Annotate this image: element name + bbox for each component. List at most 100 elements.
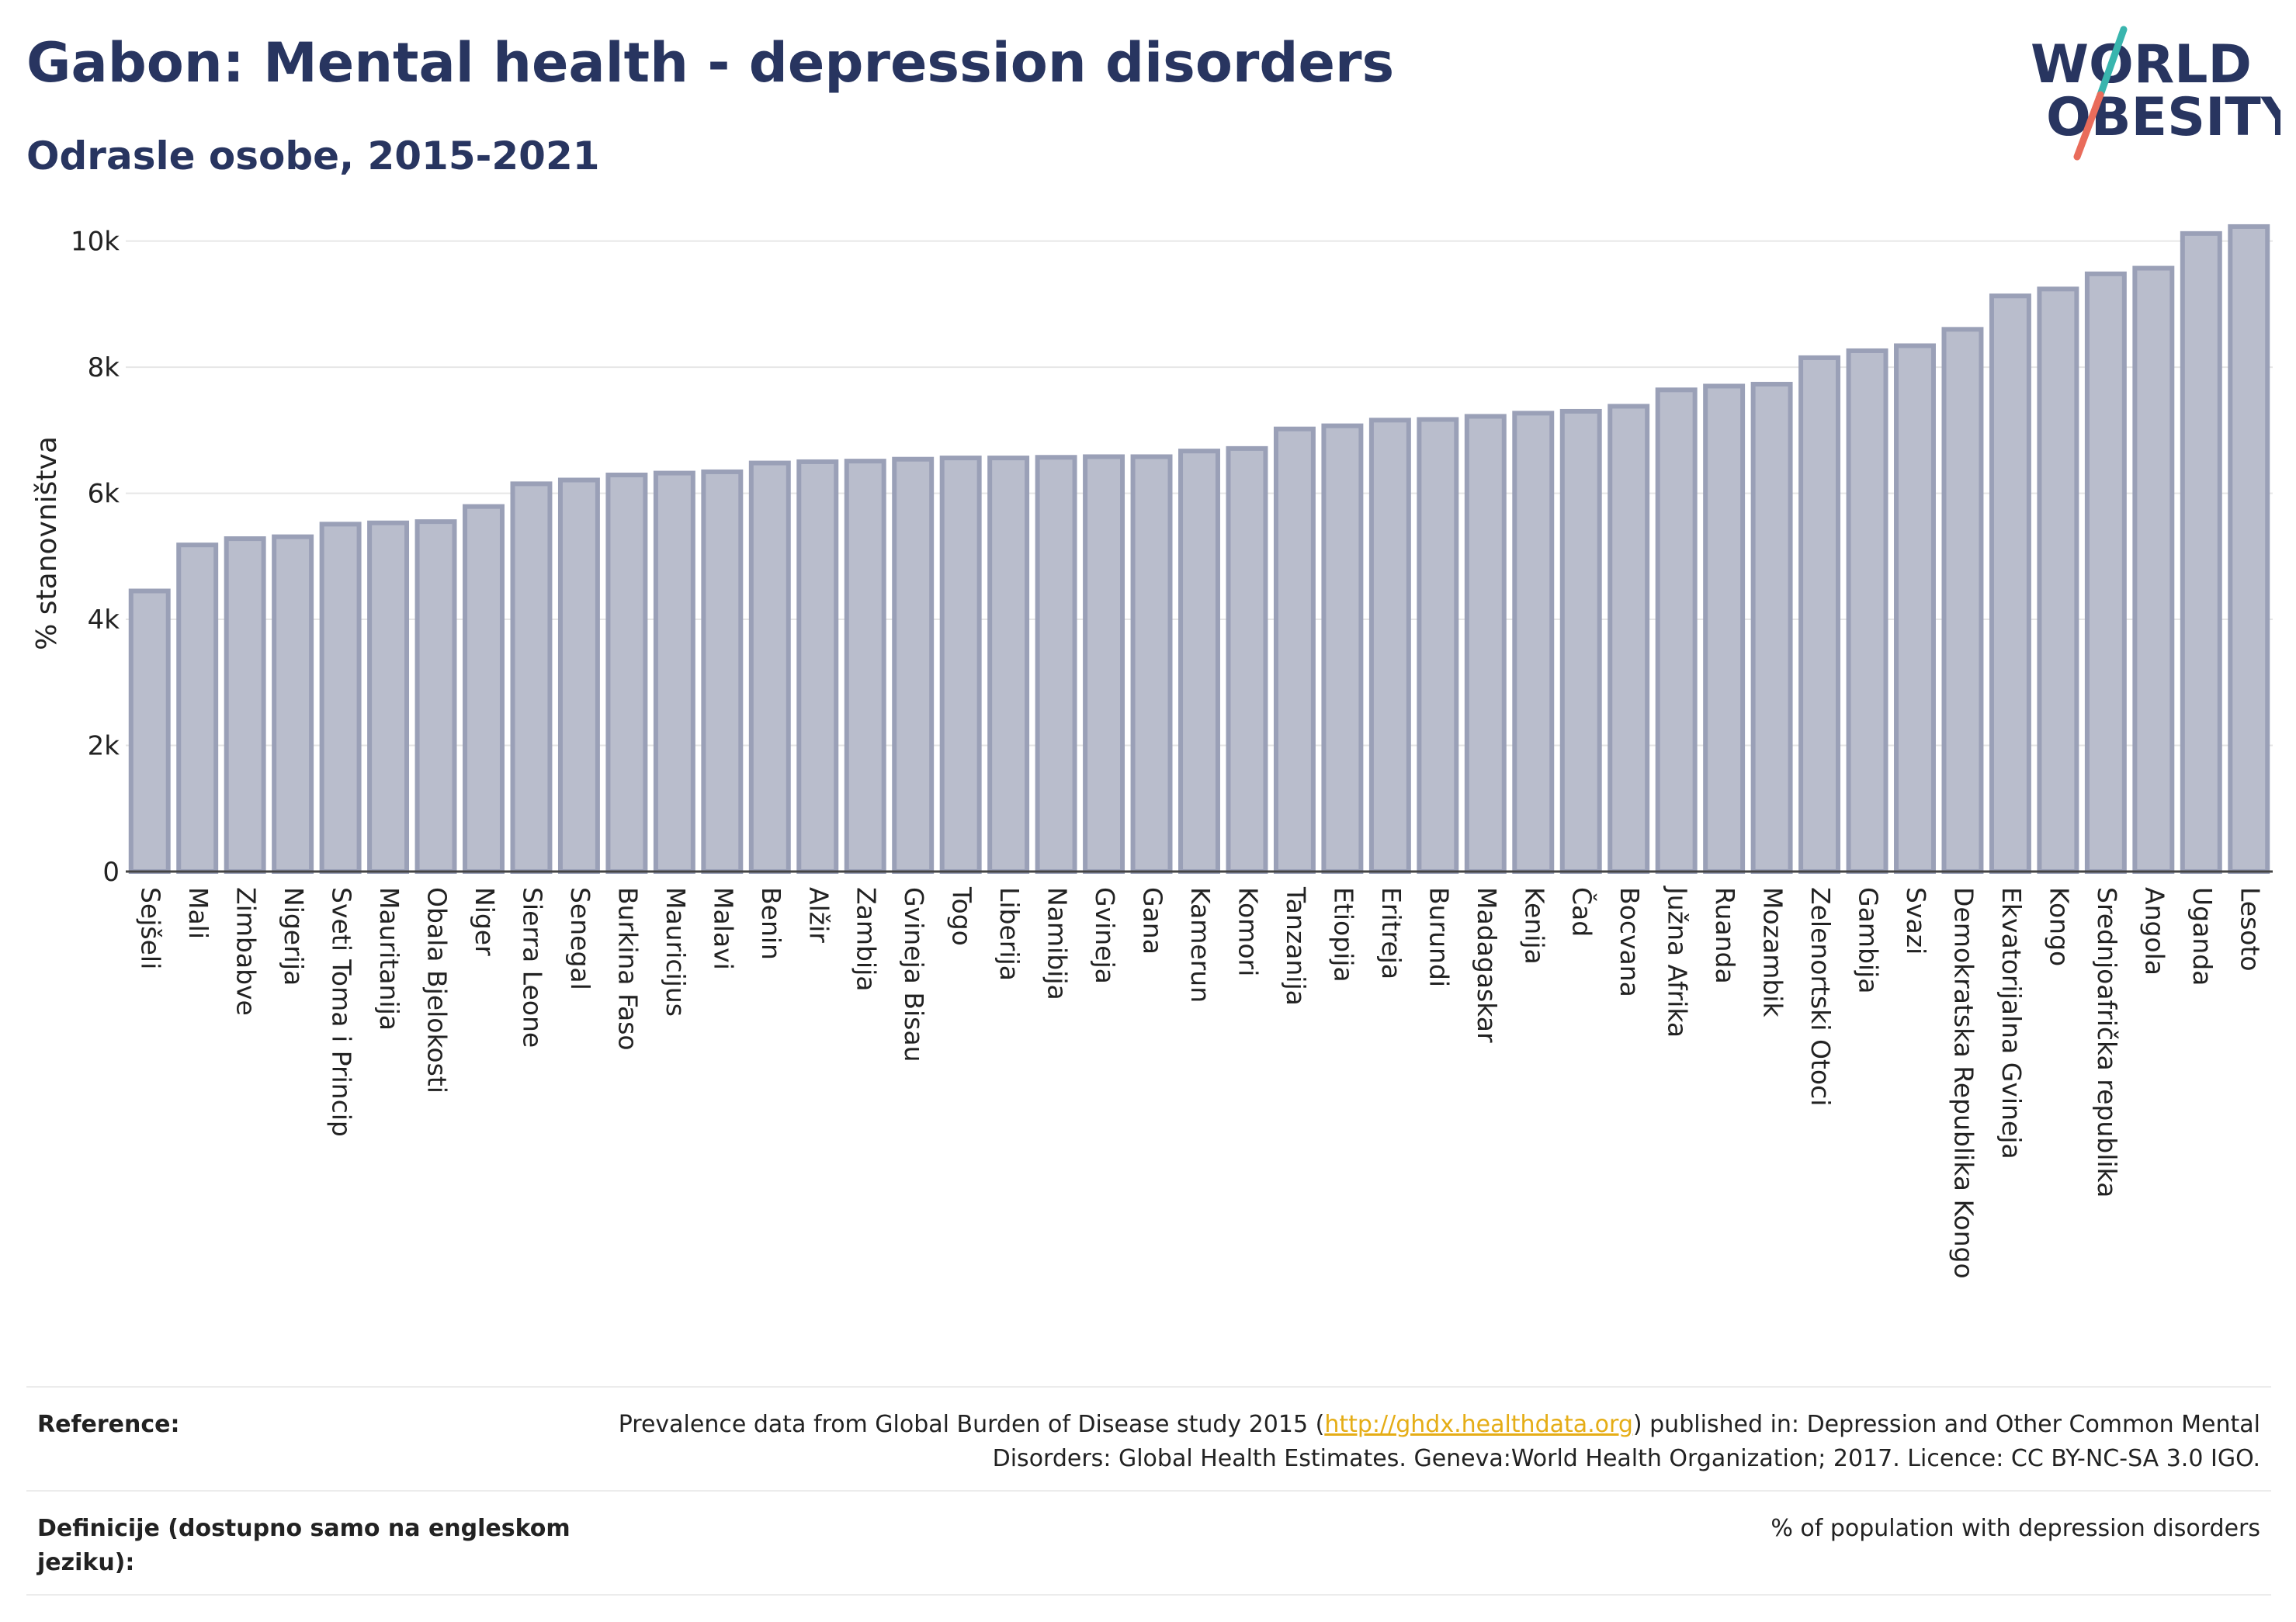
bar[interactable] <box>319 522 362 875</box>
category-label: Angola <box>2139 887 2169 976</box>
category-label: Tanzanija <box>1281 886 1311 1006</box>
category-label: Gvineja <box>1090 887 1120 984</box>
bar[interactable] <box>1130 454 1173 874</box>
bar[interactable] <box>701 469 744 874</box>
bar[interactable] <box>1035 455 1077 874</box>
y-axis-label: % stanovništva <box>31 436 63 650</box>
bar[interactable] <box>748 460 791 874</box>
bar[interactable] <box>1273 426 1316 874</box>
bar[interactable] <box>2084 271 2127 874</box>
category-label: Namibija <box>1042 887 1073 1000</box>
bar[interactable] <box>1894 343 1936 874</box>
bars <box>128 224 2270 875</box>
bar[interactable] <box>1798 355 1841 874</box>
category-label: Srednjoafrička republika <box>2092 887 2122 1197</box>
category-label: Bocvana <box>1614 887 1645 997</box>
category-label: Nigerija <box>279 887 309 986</box>
reference-text: Prevalence data from Global Burden of Di… <box>599 1408 2260 1476</box>
bar[interactable] <box>653 470 695 874</box>
definition-label: Definicije (dostupno samo na engleskom j… <box>37 1515 571 1576</box>
category-label: Benin <box>756 887 786 960</box>
category-label: Gambija <box>1854 887 1884 993</box>
bar[interactable] <box>128 588 171 874</box>
chart-subtitle: Odrasle osobe, 2015-2021 <box>26 133 600 178</box>
reference-row: Reference: Prevalence data from Global B… <box>26 1386 2271 1490</box>
bar[interactable] <box>463 504 505 874</box>
category-label: Zelenortski Otoci <box>1805 887 1836 1106</box>
bar[interactable] <box>2037 286 2079 874</box>
category-label: Sierra Leone <box>517 887 547 1048</box>
bar[interactable] <box>2132 265 2175 874</box>
bar[interactable] <box>176 542 219 874</box>
bar[interactable] <box>939 456 982 874</box>
bar[interactable] <box>1941 327 1984 875</box>
category-label: Mali <box>183 887 213 939</box>
category-label: Etiopija <box>1328 887 1358 983</box>
y-tick-label: 8k <box>88 352 120 383</box>
bar[interactable] <box>367 520 410 875</box>
category-label: Gana <box>1138 887 1168 955</box>
category-label: Lesoto <box>2235 887 2265 972</box>
bar[interactable] <box>796 459 839 874</box>
bar[interactable] <box>1703 383 1746 874</box>
bar[interactable] <box>1512 411 1555 874</box>
category-label: Alžir <box>803 887 834 943</box>
bar-chart: 0 2k 4k 6k 8k 10k Sejšeli Mali Zimbabve Nigerija… <box>31 224 2273 1279</box>
category-label: Liberija <box>994 887 1025 981</box>
bar[interactable] <box>2180 230 2222 874</box>
category-label: Obala Bjelokosti <box>422 887 453 1093</box>
category-label: Senegal <box>565 887 595 990</box>
category-label: Demokratska Republika Kongo <box>1948 887 1979 1279</box>
category-label: Sveti Toma i Princip <box>327 887 357 1137</box>
bar[interactable] <box>510 481 553 875</box>
bar[interactable] <box>844 459 886 874</box>
category-label: Čad <box>1567 887 1598 937</box>
bar[interactable] <box>1750 382 1793 874</box>
category-label: Uganda <box>2187 887 2218 986</box>
bar[interactable] <box>1083 454 1125 874</box>
category-labels: Sejšeli Mali Zimbabve Nigerija Sveti Toma i … <box>136 886 2266 1279</box>
y-tick-label: 4k <box>88 605 120 636</box>
category-label: Mauricijus <box>661 887 691 1017</box>
category-label: Zambija <box>851 887 882 991</box>
bar[interactable] <box>1368 418 1411 874</box>
definition-text: % of population with depression disorder… <box>1771 1515 2260 1542</box>
logo-slash-bottom <box>2073 91 2104 161</box>
bar[interactable] <box>2228 224 2270 875</box>
bar[interactable] <box>1608 404 1650 874</box>
category-label: Kamerun <box>1185 887 1216 1003</box>
bar[interactable] <box>414 519 457 875</box>
category-label: Svazi <box>1901 887 1931 955</box>
bar[interactable] <box>605 473 648 874</box>
bar[interactable] <box>1226 445 1268 874</box>
category-label: Kongo <box>2044 887 2074 966</box>
bar[interactable] <box>1417 417 1459 874</box>
category-label: Madagaskar <box>1472 887 1502 1043</box>
category-label: Kenija <box>1519 887 1549 965</box>
category-label: Južna Afrika <box>1663 886 1693 1038</box>
reference-pre: Prevalence data from Global Burden of Di… <box>618 1411 1325 1438</box>
y-tick-label: 10k <box>71 227 120 258</box>
world-obesity-logo: WORLD OBESITY <box>2031 26 2280 161</box>
category-label: Malavi <box>708 887 738 970</box>
logo-slash-top <box>2097 26 2128 99</box>
bar[interactable] <box>1989 293 2031 874</box>
bar[interactable] <box>987 456 1030 874</box>
bar[interactable] <box>1464 414 1507 874</box>
category-label: Komori <box>1233 887 1263 976</box>
bar[interactable] <box>557 477 600 874</box>
y-tick-label: 6k <box>88 479 120 510</box>
bar[interactable] <box>892 456 935 874</box>
bar[interactable] <box>1321 423 1364 874</box>
bar[interactable] <box>1846 348 1888 874</box>
bar[interactable] <box>1178 449 1220 874</box>
footer: Reference: Prevalence data from Global B… <box>26 1386 2271 1596</box>
y-tick-label: 2k <box>88 731 120 762</box>
bar[interactable] <box>1559 408 1602 874</box>
category-label: Niger <box>470 887 500 956</box>
bar[interactable] <box>1655 387 1698 874</box>
bar[interactable] <box>224 536 266 874</box>
reference-label: Reference: <box>37 1411 180 1438</box>
reference-link[interactable]: http://ghdx.healthdata.org <box>1324 1411 1633 1438</box>
bar[interactable] <box>272 534 314 875</box>
